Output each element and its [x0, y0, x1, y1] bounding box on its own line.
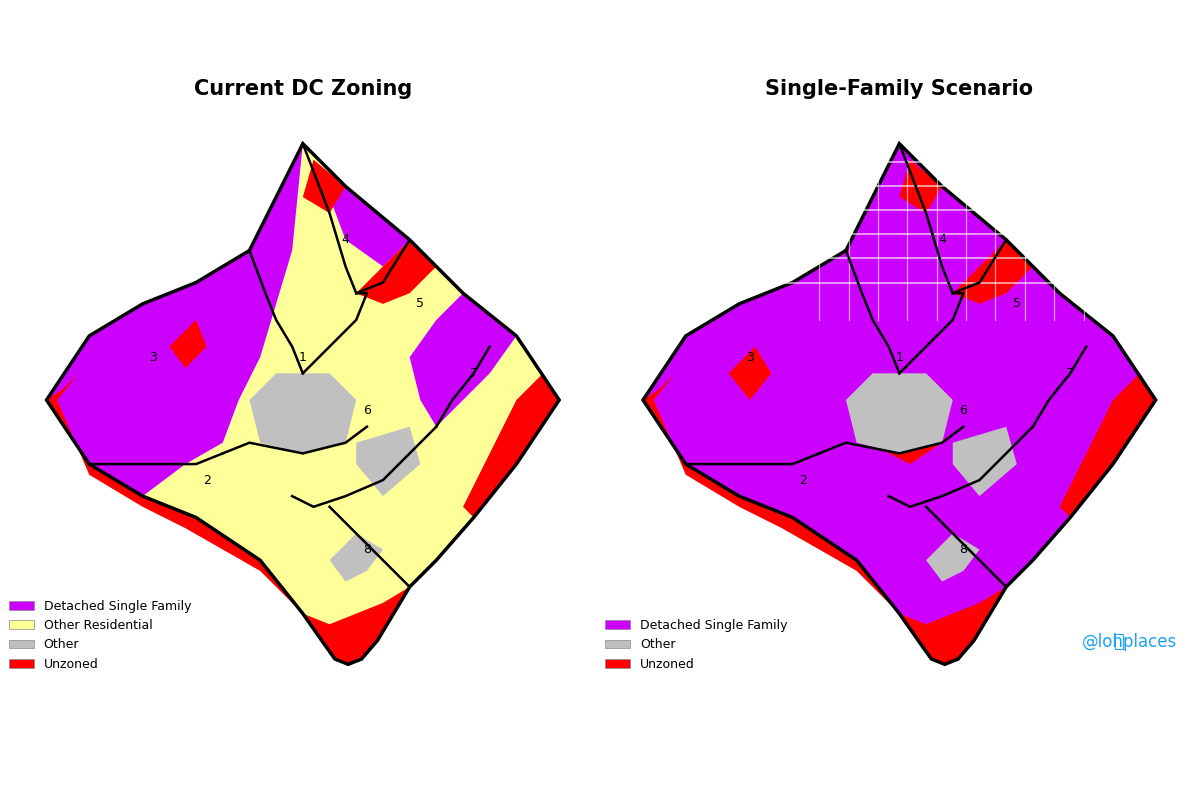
Polygon shape: [899, 587, 1006, 664]
Text: 4: 4: [342, 234, 349, 246]
Polygon shape: [889, 410, 942, 464]
Polygon shape: [643, 374, 899, 614]
Text: 6: 6: [362, 404, 371, 417]
Polygon shape: [47, 374, 302, 614]
Polygon shape: [302, 587, 409, 664]
Text: 7: 7: [469, 367, 478, 380]
Polygon shape: [1060, 374, 1156, 518]
Text: 2: 2: [799, 474, 808, 486]
Text: @lohplaces: @lohplaces: [1081, 633, 1177, 651]
Polygon shape: [953, 426, 1016, 496]
Polygon shape: [330, 186, 409, 266]
Text: 1: 1: [895, 350, 904, 364]
Polygon shape: [409, 294, 516, 426]
Polygon shape: [728, 346, 772, 400]
Title: Current DC Zoning: Current DC Zoning: [193, 79, 412, 99]
Title: Single-Family Scenario: Single-Family Scenario: [766, 79, 1033, 99]
Text: 8: 8: [960, 543, 967, 556]
Text: 7: 7: [1067, 367, 1074, 380]
Polygon shape: [643, 144, 1156, 664]
Text: 6: 6: [960, 404, 967, 417]
Text: 2: 2: [203, 474, 211, 486]
Polygon shape: [463, 374, 559, 518]
Polygon shape: [330, 534, 383, 582]
Text: 8: 8: [362, 543, 371, 556]
Polygon shape: [356, 426, 420, 496]
Text: 🐦: 🐦: [1112, 633, 1123, 651]
Polygon shape: [899, 160, 942, 213]
Polygon shape: [953, 240, 1033, 304]
Polygon shape: [846, 374, 953, 454]
Polygon shape: [356, 240, 437, 304]
Polygon shape: [169, 320, 206, 368]
Text: 5: 5: [416, 298, 425, 310]
Text: 3: 3: [149, 350, 157, 364]
Polygon shape: [250, 374, 356, 454]
Legend: Detached Single Family, Other Residential, Other, Unzoned: Detached Single Family, Other Residentia…: [4, 595, 196, 676]
Text: 5: 5: [1013, 298, 1021, 310]
Text: 1: 1: [299, 350, 307, 364]
Text: 4: 4: [938, 234, 946, 246]
Polygon shape: [47, 144, 559, 664]
Polygon shape: [302, 160, 346, 213]
Legend: Detached Single Family, Other, Unzoned: Detached Single Family, Other, Unzoned: [600, 614, 793, 676]
Polygon shape: [47, 144, 302, 496]
Polygon shape: [926, 534, 979, 582]
Text: 3: 3: [746, 350, 754, 364]
